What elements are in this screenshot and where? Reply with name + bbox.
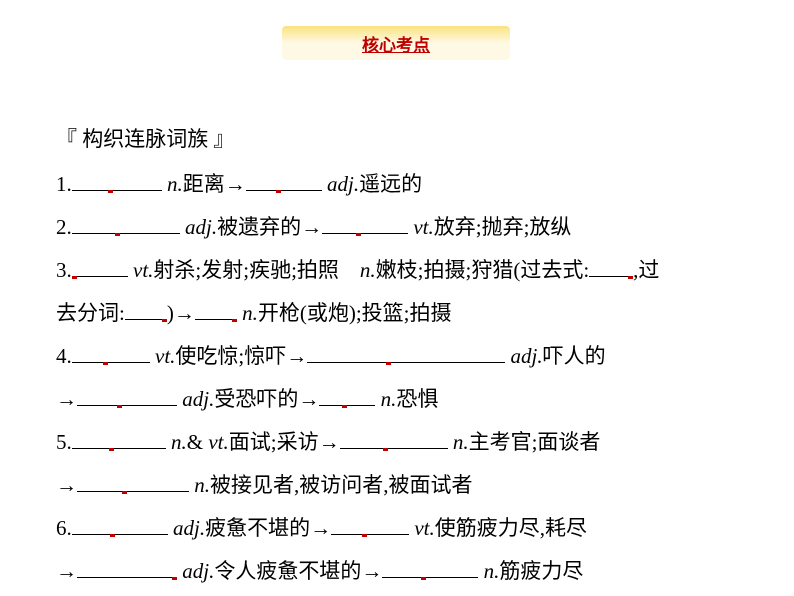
text-segment: →	[56, 559, 77, 583]
item-number: 4.	[56, 344, 72, 368]
text-segment: 遥远的	[359, 172, 422, 196]
header-box: 核心考点	[282, 26, 510, 60]
text-segment: 被遗弃的→	[217, 215, 322, 239]
text-segment: 受恐吓的→	[214, 387, 319, 411]
item-number: 6.	[56, 516, 72, 540]
pos-label: vt.	[413, 215, 433, 239]
text-segment: 使吃惊;惊吓→	[175, 344, 307, 368]
text-segment: 主考官;面谈者	[469, 430, 601, 454]
text-segment: →	[56, 387, 77, 411]
pos-label: n.	[194, 473, 210, 497]
text-segment: 去分词:	[56, 301, 125, 325]
fill-blank[interactable]	[77, 471, 189, 492]
fill-blank[interactable]	[322, 213, 408, 234]
item-number: 1.	[56, 172, 72, 196]
vocab-item: 5. n.& vt.面试;采访→ n.主考官;面谈者→ n.被接见者,被访问者,…	[56, 421, 738, 507]
content-area: 『 构织连脉词族 』 1. n.距离→ adj.遥远的2. adj.被遗弃的→ …	[56, 118, 738, 594]
fill-blank[interactable]	[72, 213, 180, 234]
text-segment: ,过	[633, 258, 659, 282]
pos-label: vt.	[414, 516, 434, 540]
pos-label: n.	[453, 430, 469, 454]
text-segment: 放弃;抛弃;放纵	[434, 215, 572, 239]
fill-blank[interactable]	[331, 514, 409, 535]
text-segment: 开枪(或炮);投篮;拍摄	[258, 301, 452, 325]
pos-label: adj.	[511, 344, 543, 368]
pos-label: vt.	[155, 344, 175, 368]
pos-label: n.	[381, 387, 397, 411]
vocab-item: 1. n.距离→ adj.遥远的	[56, 163, 738, 206]
fill-blank[interactable]	[125, 299, 167, 320]
item-number: 2.	[56, 215, 72, 239]
pos-label: n.	[484, 559, 500, 583]
text-segment: 吓人的	[543, 344, 606, 368]
fill-blank[interactable]	[72, 428, 166, 449]
header-label: 核心考点	[362, 31, 430, 56]
item-number: 5.	[56, 430, 72, 454]
pos-label: vt.	[208, 430, 228, 454]
vocab-item: 3. vt.射杀;发射;疾驰;拍照 n.嫩枝;拍摄;狩猎(过去式:,过去分词:)…	[56, 249, 738, 335]
text-segment: 令人疲惫不堪的→	[214, 559, 382, 583]
fill-blank[interactable]	[72, 170, 162, 191]
vocab-item: 2. adj.被遗弃的→ vt.放弃;抛弃;放纵	[56, 206, 738, 249]
text-segment: 筋疲力尽	[499, 559, 583, 583]
text-segment: 嫩枝;拍摄;狩猎(过去式:	[376, 258, 590, 282]
text-segment: 使筋疲力尽,耗尽	[435, 516, 587, 540]
item-number: 3.	[56, 258, 72, 282]
fill-blank[interactable]	[77, 385, 177, 406]
fill-blank[interactable]	[72, 514, 168, 535]
text-segment: →	[56, 473, 77, 497]
text-segment: 被接见者,被访问者,被面试者	[210, 473, 473, 497]
vocab-item: 6. adj.疲惫不堪的→ vt.使筋疲力尽,耗尽→ adj.令人疲惫不堪的→ …	[56, 507, 738, 593]
pos-label: n.	[167, 172, 183, 196]
fill-blank[interactable]	[382, 557, 478, 578]
fill-blank[interactable]	[77, 557, 177, 578]
pos-label: n.	[360, 258, 376, 282]
text-segment: 射杀;发射;疾驰;拍照	[153, 258, 360, 282]
fill-blank[interactable]	[72, 256, 128, 277]
fill-blank[interactable]	[307, 342, 505, 363]
pos-label: adj.	[182, 387, 214, 411]
fill-blank[interactable]	[319, 385, 375, 406]
pos-label: adj.	[173, 516, 205, 540]
pos-label: n.	[171, 430, 187, 454]
text-segment: 面试;采访→	[229, 430, 340, 454]
fill-blank[interactable]	[589, 256, 633, 277]
section-title: 『 构织连脉词族 』	[56, 118, 738, 161]
text-segment: 疲惫不堪的→	[205, 516, 331, 540]
text-segment: &	[187, 430, 209, 454]
vocab-item: 4. vt.使吃惊;惊吓→ adj.吓人的→ adj.受恐吓的→ n.恐惧	[56, 335, 738, 421]
fill-blank[interactable]	[195, 299, 237, 320]
text-segment: 距离→	[183, 172, 246, 196]
text-segment: )→	[167, 301, 195, 325]
pos-label: n.	[242, 301, 258, 325]
pos-label: adj.	[327, 172, 359, 196]
text-segment: 恐惧	[396, 387, 438, 411]
pos-label: adj.	[182, 559, 214, 583]
items-container: 1. n.距离→ adj.遥远的2. adj.被遗弃的→ vt.放弃;抛弃;放纵…	[56, 163, 738, 593]
fill-blank[interactable]	[72, 342, 150, 363]
fill-blank[interactable]	[340, 428, 448, 449]
pos-label: vt.	[133, 258, 153, 282]
fill-blank[interactable]	[246, 170, 322, 191]
pos-label: adj.	[185, 215, 217, 239]
